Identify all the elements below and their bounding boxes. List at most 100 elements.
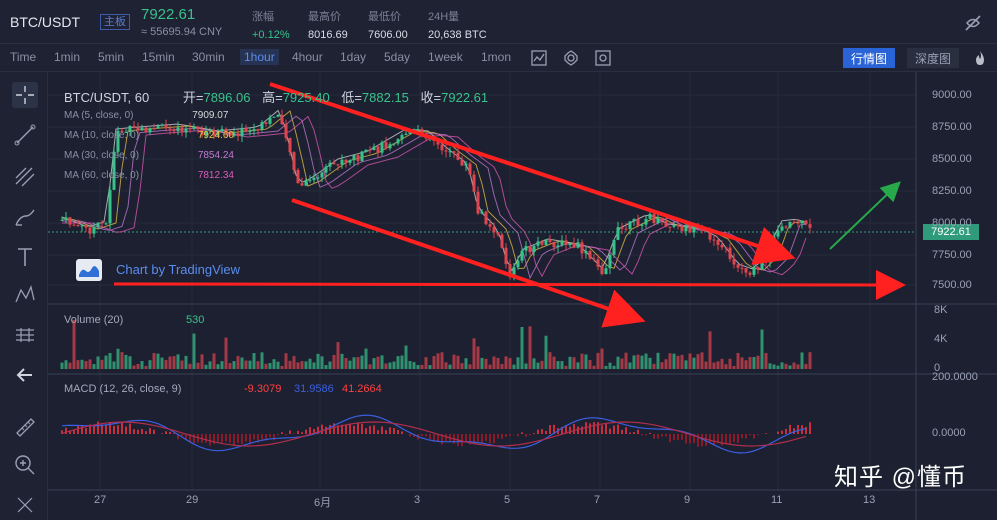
macd-bar [93,424,95,434]
flame-icon[interactable] [971,49,989,67]
hide-chart-icon[interactable] [963,13,983,33]
candle-body [240,127,244,137]
depth-chart-button[interactable]: 深度图 [907,48,960,68]
interval-15min[interactable]: 15min [142,50,175,64]
tradingview-logo[interactable] [76,259,102,281]
macd-bar [625,427,627,434]
macd-bar [805,426,807,434]
fib-tool-icon[interactable] [12,164,38,190]
macd-bar [737,434,739,443]
candle-body [644,218,648,225]
interval-1mon[interactable]: 1mon [481,50,512,64]
macd-bar [577,426,579,434]
macd-bar [145,431,147,434]
candle-body [164,125,168,129]
candle-body [776,230,780,237]
macd-bar [609,428,611,434]
text-tool-icon[interactable] [12,244,38,270]
volume-bar [204,364,208,369]
volume-bar [152,352,156,369]
candle-body [148,128,152,133]
volume-bar [608,362,612,369]
volume-label[interactable]: Volume (20) [64,314,124,326]
interval-4hour[interactable]: 4hour [292,50,323,64]
volume-bar [560,361,564,369]
interval-30min[interactable]: 30min [192,50,225,64]
interval-5day[interactable]: 5day [384,50,411,64]
candle-body [388,144,392,149]
macd-label[interactable]: MACD (12, 26, close, 9) [64,383,182,395]
volume-bar [112,361,116,369]
macd-bar [553,424,555,434]
candle-body [588,251,592,259]
board-badge: 主板 [100,14,130,30]
interval-time[interactable]: Time [10,50,37,64]
candle-body [672,225,676,227]
volume-bar [652,363,656,369]
ma10-legend[interactable]: MA (10, close, 0) 7924.60 [64,130,234,141]
ma5-legend[interactable]: MA (5, close, 0) 7909.07 [64,110,228,121]
macd-bar [365,428,367,434]
settings-icon[interactable] [562,49,580,67]
macd-value-signal: 41.2664 [342,383,382,395]
trend-line-icon[interactable] [12,122,38,148]
magnet-icon[interactable] [12,492,38,518]
volume-bar [660,362,664,369]
candlestick-chart[interactable] [48,72,997,520]
tradingview-link[interactable]: Chart by TradingView [116,262,241,277]
candle-body [440,144,444,151]
market-chart-button[interactable]: 行情图 [843,48,896,68]
macd-bar [785,428,787,434]
ma60-legend[interactable]: MA (60, close, 0) 7812.34 [64,170,234,181]
candle-body [520,250,524,261]
candle-body [212,130,216,136]
ma30-legend[interactable]: MA (30, close, 0) 7854.24 [64,150,234,161]
ma-value: 7924.60 [197,130,234,141]
macd-bar [517,434,519,437]
macd-bar [521,432,523,434]
macd-bar [545,430,547,434]
volume-bar [168,356,172,369]
close-value: 7922.61 [441,90,489,105]
screenshot-icon[interactable] [594,49,612,67]
macd-bar [85,428,87,434]
candle-body [60,219,64,221]
interval-1day[interactable]: 1day [340,50,367,64]
volume-bar [524,363,528,369]
macd-bar [573,423,575,434]
macd-bar [173,433,175,434]
volume-bar [444,362,448,369]
macd-bar [233,434,235,446]
macd-bar [809,422,811,434]
interval-1week[interactable]: 1week [428,50,463,64]
chart-area[interactable]: BTC/USDT, 60 开=7896.06 高=7925.40 低=7882.… [48,72,997,520]
pattern-icon[interactable] [12,282,38,308]
candle-body [504,247,508,265]
open-key: 开= [182,90,204,105]
candle-body [724,247,728,249]
collapse-arrow-icon[interactable] [12,362,38,388]
volume-bar [540,360,544,369]
measure-icon[interactable] [12,322,38,348]
brush-icon[interactable] [12,204,38,230]
candle-body [508,264,512,278]
candle-body [684,225,688,232]
macd-bar [225,434,227,442]
volume-bar [688,353,692,369]
ruler-icon[interactable] [12,414,38,440]
interval-5min[interactable]: 5min [98,50,125,64]
pair-name[interactable]: BTC/USDT [10,14,80,30]
stat-label: 最高价 [308,11,341,23]
volume-bar [600,348,604,369]
volume-bar [532,358,536,369]
crosshair-icon[interactable] [12,82,38,108]
volume-bar [424,357,428,369]
macd-bar [665,434,667,437]
interval-1hour[interactable]: 1hour [240,49,279,65]
macd-bar [393,427,395,434]
macd-bar [193,434,195,444]
volume-bar [436,353,440,369]
indicator-icon[interactable] [530,49,548,67]
zoom-in-icon[interactable] [12,452,38,478]
interval-1min[interactable]: 1min [54,50,81,64]
